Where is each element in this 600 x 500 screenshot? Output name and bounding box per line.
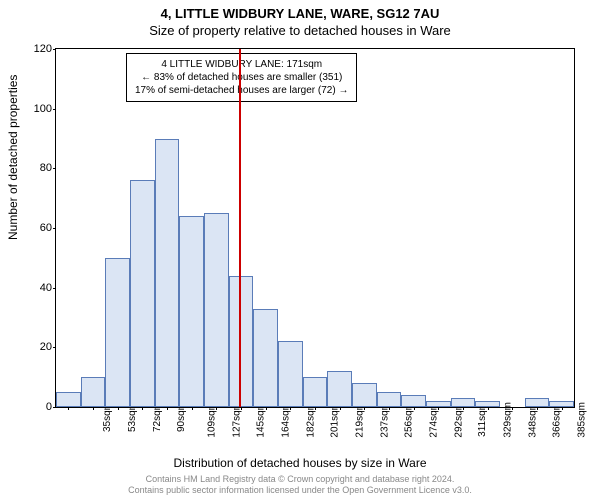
y-tick-mark: [53, 49, 56, 50]
annotation-box: 4 LITTLE WIDBURY LANE: 171sqm ← 83% of d…: [126, 53, 357, 102]
x-tick-mark: [216, 407, 217, 410]
chart-title: 4, LITTLE WIDBURY LANE, WARE, SG12 7AU: [0, 0, 600, 21]
y-tick-label: 40: [24, 282, 52, 294]
x-tick-mark: [414, 407, 415, 410]
histogram-bar: [253, 309, 278, 407]
x-tick-mark: [488, 407, 489, 410]
histogram-bar: [377, 392, 402, 407]
x-tick-label: 311sqm: [477, 402, 488, 437]
footer-line-2: Contains public sector information licen…: [0, 485, 600, 496]
histogram-bar: [278, 341, 303, 407]
y-tick-mark: [53, 168, 56, 169]
x-tick-mark: [463, 407, 464, 410]
footer-attribution: Contains HM Land Registry data © Crown c…: [0, 474, 600, 496]
y-tick-mark: [53, 228, 56, 229]
x-tick-label: 385sqm: [577, 402, 588, 438]
histogram-bar: [401, 395, 426, 407]
y-tick-mark: [53, 347, 56, 348]
x-tick-mark: [512, 407, 513, 410]
x-tick-mark: [192, 407, 193, 410]
annotation-line-3: 17% of semi-detached houses are larger (…: [135, 84, 348, 97]
x-tick-mark: [340, 407, 341, 410]
x-tick-mark: [315, 407, 316, 410]
annotation-line-1: 4 LITTLE WIDBURY LANE: 171sqm: [135, 58, 348, 71]
annotation-line-2: ← 83% of detached houses are smaller (35…: [135, 71, 348, 84]
x-tick-mark: [241, 407, 242, 410]
y-axis-label: Number of detached properties: [6, 75, 20, 240]
histogram-bar: [204, 213, 229, 407]
x-tick-mark: [389, 407, 390, 410]
y-tick-label: 120: [24, 43, 52, 55]
histogram-bar: [303, 377, 328, 407]
y-tick-mark: [53, 109, 56, 110]
x-tick-mark: [290, 407, 291, 410]
x-tick-mark: [438, 407, 439, 410]
y-tick-label: 60: [24, 222, 52, 234]
marker-line: [239, 49, 241, 407]
x-tick-mark: [68, 407, 69, 410]
x-tick-mark: [364, 407, 365, 410]
x-tick-mark: [537, 407, 538, 410]
histogram-bar: [155, 139, 180, 408]
y-tick-label: 0: [24, 401, 52, 413]
histogram-bar: [525, 398, 550, 407]
x-tick-mark: [562, 407, 563, 410]
chart-container: 4, LITTLE WIDBURY LANE, WARE, SG12 7AU S…: [0, 0, 600, 500]
x-tick-mark: [142, 407, 143, 410]
plot-area: 4 LITTLE WIDBURY LANE: 171sqm ← 83% of d…: [55, 48, 575, 408]
histogram-bar: [105, 258, 130, 407]
histogram-bar: [327, 371, 352, 407]
x-tick-mark: [118, 407, 119, 410]
x-tick-mark: [266, 407, 267, 410]
histogram-bar: [451, 398, 476, 407]
y-tick-label: 80: [24, 162, 52, 174]
histogram-bar: [130, 180, 155, 407]
histogram-bar: [179, 216, 204, 407]
histogram-bar: [352, 383, 377, 407]
x-tick-mark: [167, 407, 168, 410]
histogram-bar: [56, 392, 81, 407]
footer-line-1: Contains HM Land Registry data © Crown c…: [0, 474, 600, 485]
histogram-bar: [229, 276, 254, 407]
y-tick-label: 20: [24, 341, 52, 353]
x-tick-mark: [93, 407, 94, 410]
histogram-bar: [81, 377, 106, 407]
x-axis-label: Distribution of detached houses by size …: [0, 456, 600, 470]
y-tick-label: 100: [24, 103, 52, 115]
chart-subtitle: Size of property relative to detached ho…: [0, 21, 600, 40]
y-tick-mark: [53, 288, 56, 289]
y-tick-mark: [53, 407, 56, 408]
